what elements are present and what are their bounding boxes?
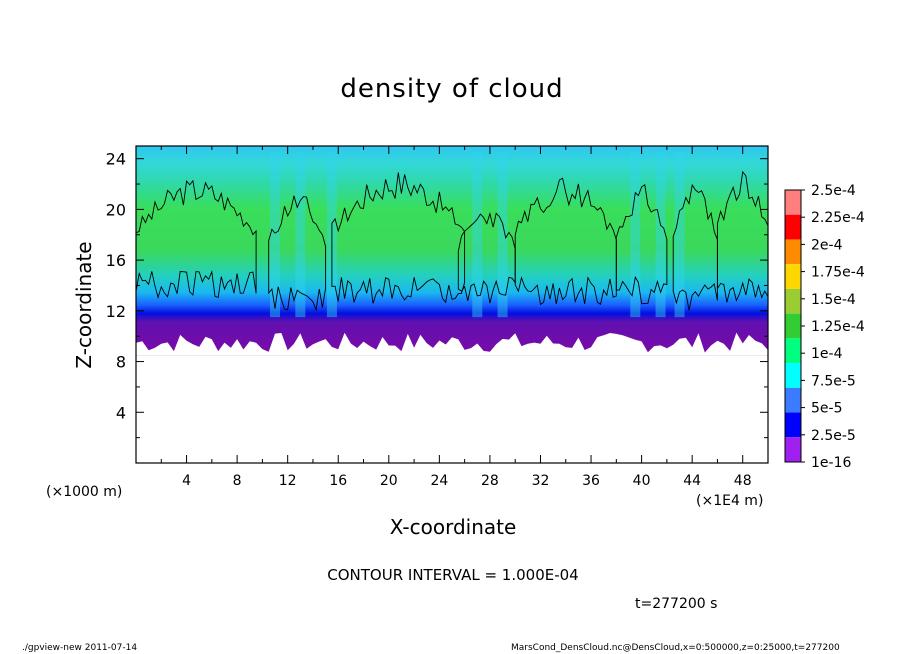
colorbar-label: 2.25e-4 xyxy=(811,210,865,226)
x-tick-label: 8 xyxy=(233,473,242,489)
contour-line xyxy=(615,184,668,305)
x-tick-label: 32 xyxy=(532,473,550,489)
contour-line xyxy=(514,177,617,306)
density-streak xyxy=(497,152,508,318)
footer-dataset: MarsCond_DensCloud.nc@DensCloud,x=0:5000… xyxy=(511,643,840,653)
density-streak xyxy=(630,152,641,318)
y-tick-label: 24 xyxy=(106,150,126,169)
colorbar-label: 5e-5 xyxy=(811,401,842,417)
colorbar-segment xyxy=(785,239,801,265)
colorbar-label: 1.25e-4 xyxy=(811,319,865,335)
colorbar-label: 2.5e-5 xyxy=(811,428,856,444)
plot-frame xyxy=(135,145,769,464)
x-axis-unit-right: (×1E4 m) xyxy=(696,493,764,509)
x-tick-label: 16 xyxy=(329,473,347,489)
chart-title: density of cloud xyxy=(340,74,564,104)
x-tick-label: 44 xyxy=(683,473,701,489)
x-axis-unit-left: (×1000 m) xyxy=(46,484,123,500)
colorbar-segment xyxy=(785,264,801,289)
colorbar-segment xyxy=(785,338,801,364)
density-streak xyxy=(295,152,306,318)
x-tick-label: 28 xyxy=(481,473,499,489)
colorbar-label: 1.75e-4 xyxy=(811,265,865,281)
x-tick-label: 4 xyxy=(182,473,191,489)
x-tick-label: 24 xyxy=(430,473,448,489)
y-tick-label: 12 xyxy=(106,302,126,321)
y-axis-label: Z-coordinate xyxy=(72,241,96,369)
x-tick-label: 40 xyxy=(633,473,651,489)
colorbar-label: 1.5e-4 xyxy=(811,292,856,308)
colorbar-segment xyxy=(785,288,801,314)
colorbar-label: 7.5e-5 xyxy=(811,373,856,389)
colorbar-segment xyxy=(785,214,801,240)
time-stamp: t=277200 s xyxy=(635,596,718,612)
contour-line xyxy=(331,172,466,304)
x-axis-label: X-coordinate xyxy=(389,515,517,539)
density-streak xyxy=(674,152,685,318)
x-tick-label: 48 xyxy=(734,473,752,489)
colorbar-label: 1e-16 xyxy=(811,455,851,471)
x-tick-label: 36 xyxy=(582,473,600,489)
contour-line xyxy=(268,195,327,312)
colorbar: 2.5e-4 2.25e-4 2e-4 1.75e-4 1.5e-4 1.25e-4 1e-… xyxy=(784,183,865,471)
y-tick-label: 20 xyxy=(106,200,126,219)
y-tick-label: 8 xyxy=(116,353,126,372)
x-tick-label: 12 xyxy=(279,473,297,489)
colorbar-segment xyxy=(785,363,801,388)
colorbar-segment xyxy=(785,412,801,438)
density-streak xyxy=(270,152,281,318)
cloud-bottom-gaps xyxy=(136,332,768,356)
colorbar-label: 2.5e-4 xyxy=(811,183,856,199)
contour-line xyxy=(135,179,257,300)
footer-program: ./gpview-new 2011-07-14 xyxy=(22,643,138,653)
colorbar-label: 1e-4 xyxy=(811,346,843,362)
density-streak xyxy=(472,152,483,318)
y-tick-label: 16 xyxy=(106,251,126,270)
colorbar-segment xyxy=(785,387,801,413)
colorbar-segment xyxy=(785,313,801,339)
colorbar-label: 2e-4 xyxy=(811,237,843,253)
y-tick-label: 4 xyxy=(116,403,126,422)
colorbar-segment xyxy=(785,437,801,462)
colorbar-segment xyxy=(785,190,801,215)
cloud-density-field xyxy=(136,146,768,356)
contour-interval-note: CONTOUR INTERVAL = 1.000E-04 xyxy=(327,566,579,584)
density-streak xyxy=(655,152,666,318)
x-tick-label: 20 xyxy=(380,473,398,489)
contour-line xyxy=(672,183,718,311)
